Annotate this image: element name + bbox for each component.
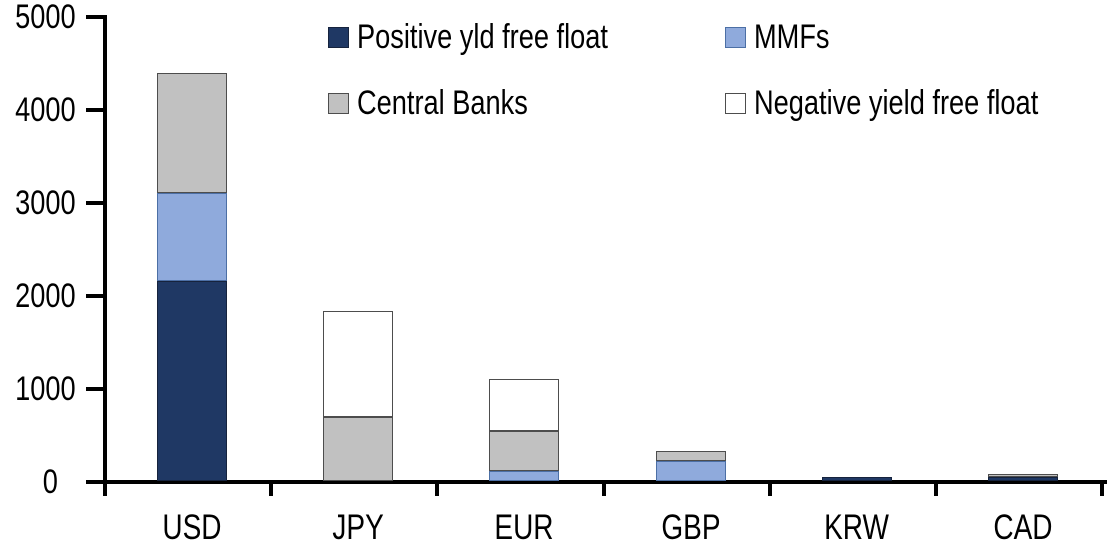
x-axis-category-label-usd: USD — [122, 508, 262, 548]
x-axis-tick — [767, 480, 772, 496]
legend-swatch-central-banks — [328, 92, 349, 114]
x-axis-category-label-eur: EUR — [454, 508, 594, 548]
legend-swatch-negative-yield-free-float — [725, 92, 746, 114]
y-axis-tick-label-text: 0 — [42, 463, 58, 501]
legend-swatch-mmfs — [725, 26, 746, 48]
bar-segment-cad-positive-yld-free-float — [988, 477, 1058, 481]
bar-segment-krw-positive-yld-free-float — [821, 476, 892, 481]
bar-segment-jpy-negative-yield-free-float — [323, 310, 394, 417]
bar-segment-usd-positive-yld-free-float — [157, 281, 227, 481]
y-axis-tick — [86, 387, 105, 391]
y-axis-tick — [86, 15, 105, 19]
y-axis-tick-label-text: 1000 — [15, 370, 76, 408]
legend-swatch-positive-yld-free-float — [328, 26, 349, 48]
y-axis-line — [103, 15, 107, 484]
x-axis-category-label-text: USD — [162, 508, 222, 547]
bar-segment-usd-central-banks — [157, 72, 227, 193]
y-axis-tick-label: 5000 — [0, 0, 76, 37]
x-axis-category-label-gbp: GBP — [621, 508, 761, 548]
x-axis-tick — [1100, 480, 1105, 496]
y-axis-tick-label: 0 — [0, 462, 58, 502]
x-axis-category-label-text: CAD — [993, 508, 1053, 547]
bar-segment-eur-mmfs — [489, 470, 560, 481]
bar-segment-gbp-central-banks — [655, 450, 726, 461]
x-axis-tick — [934, 480, 938, 496]
y-axis-tick-label-text: 2000 — [15, 277, 76, 315]
bar-segment-cad-central-banks — [988, 474, 1058, 478]
x-axis-tick — [601, 480, 606, 496]
x-axis-category-label-text: EUR — [494, 508, 554, 547]
y-axis-tick-label: 4000 — [0, 90, 76, 130]
x-axis-tick — [103, 480, 107, 496]
y-axis-tick — [86, 108, 105, 112]
x-axis-category-label-jpy: JPY — [288, 508, 428, 548]
legend-item-negative-yield-free-float: Negative yield free float — [725, 83, 1109, 122]
y-axis-tick-label: 2000 — [0, 276, 76, 316]
bar-segment-eur-central-banks — [489, 431, 560, 471]
bar-segment-eur-negative-yield-free-float — [489, 378, 560, 432]
x-axis-tick — [435, 480, 440, 496]
y-axis-tick-label-text: 4000 — [15, 91, 76, 129]
legend-label-central-banks: Central Banks — [357, 83, 528, 122]
legend-item-central-banks: Central Banks — [328, 83, 571, 122]
legend-label-negative-yield-free-float: Negative yield free float — [754, 83, 1039, 122]
y-axis-tick — [86, 294, 105, 298]
y-axis-tick-label: 3000 — [0, 183, 76, 223]
bar-segment-jpy-central-banks — [323, 416, 394, 481]
y-axis-tick — [86, 201, 105, 205]
x-axis-tick — [269, 480, 274, 496]
legend-item-positive-yld-free-float: Positive yld free float — [328, 17, 671, 56]
x-axis-category-label-cad: CAD — [953, 508, 1093, 548]
legend-item-mmfs: MMFs — [725, 17, 848, 56]
y-axis-tick-label-text: 3000 — [15, 184, 76, 222]
y-axis-tick-label-text: 5000 — [15, 0, 76, 36]
bar-segment-gbp-mmfs — [655, 461, 726, 481]
y-axis-tick — [86, 480, 105, 484]
x-axis-category-label-text: GBP — [661, 508, 721, 547]
legend-label-positive-yld-free-float: Positive yld free float — [357, 17, 608, 56]
x-axis-category-label-krw: KRW — [787, 508, 927, 548]
x-axis-category-label-text: JPY — [332, 508, 384, 547]
legend-label-mmfs: MMFs — [754, 17, 830, 56]
y-axis-tick-label: 1000 — [0, 369, 76, 409]
bar-segment-usd-mmfs — [157, 192, 227, 282]
x-axis-category-label-text: KRW — [824, 508, 890, 547]
